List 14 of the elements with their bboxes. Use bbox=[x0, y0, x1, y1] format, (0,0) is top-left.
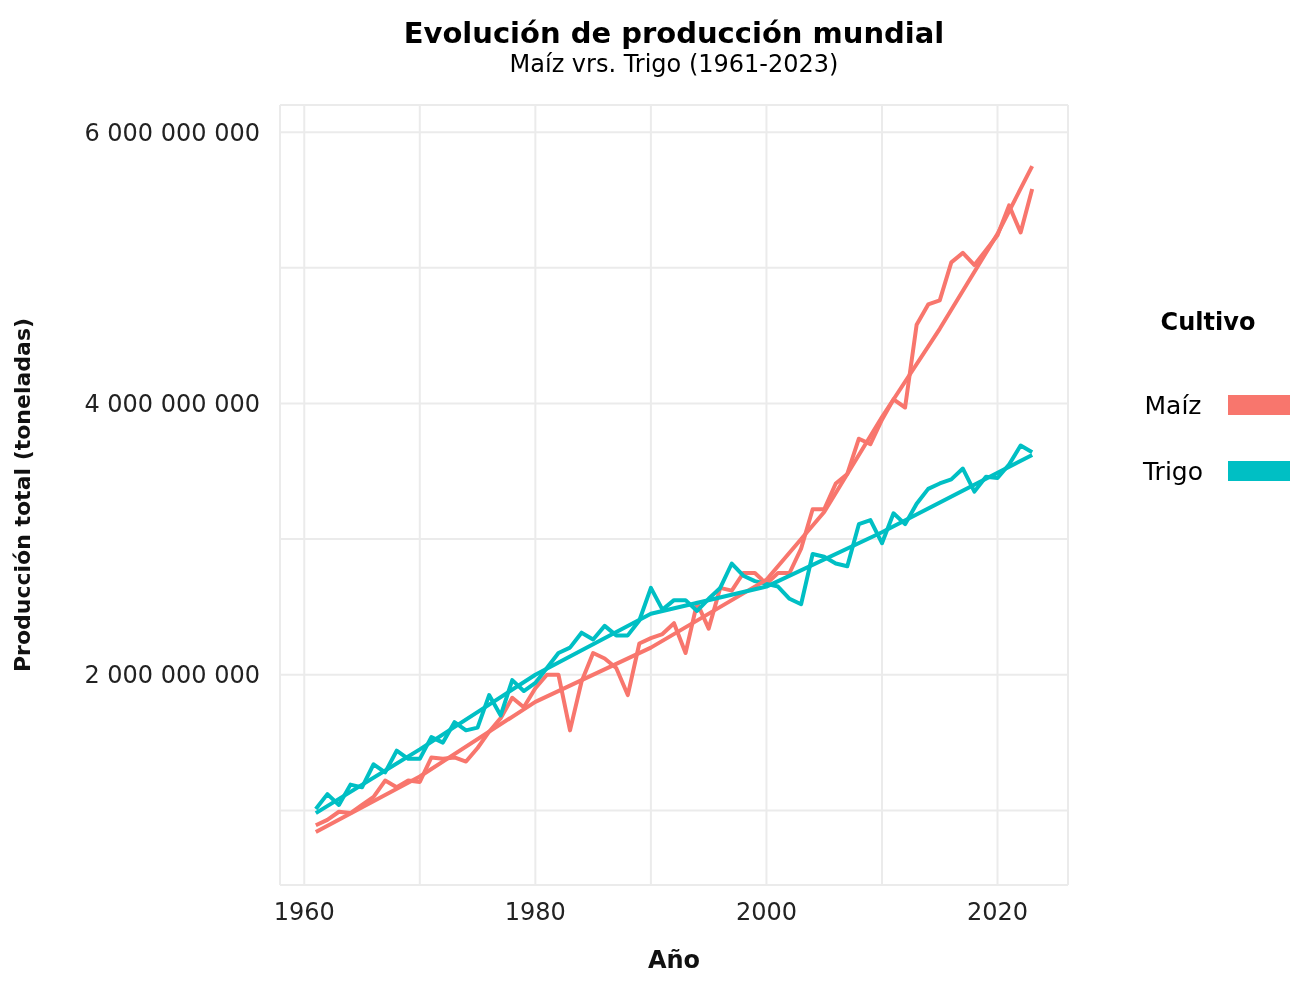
x-tick-label: 2020 bbox=[966, 898, 1029, 927]
x-tick-label: 1960 bbox=[273, 898, 335, 927]
x-tick-label: 2000 bbox=[735, 898, 797, 927]
legend-title: Cultivo bbox=[1159, 308, 1257, 336]
y-tick-label: 2 000 000 000 bbox=[84, 661, 260, 690]
y-tick-label: 6 000 000 000 bbox=[84, 118, 260, 147]
chart-subtitle: Maíz vrs. Trigo (1961-2023) bbox=[508, 50, 840, 78]
x-axis-title: Año bbox=[647, 946, 701, 974]
legend-label: Maíz bbox=[1143, 390, 1203, 420]
chart-title: Evolución de producción mundial bbox=[402, 16, 946, 50]
x-tick-label: 1980 bbox=[504, 898, 566, 927]
y-tick-label: 4 000 000 000 bbox=[84, 389, 260, 418]
y-axis-title: Producción total (toneladas) bbox=[9, 317, 35, 673]
legend-label: Trigo bbox=[1142, 456, 1204, 486]
